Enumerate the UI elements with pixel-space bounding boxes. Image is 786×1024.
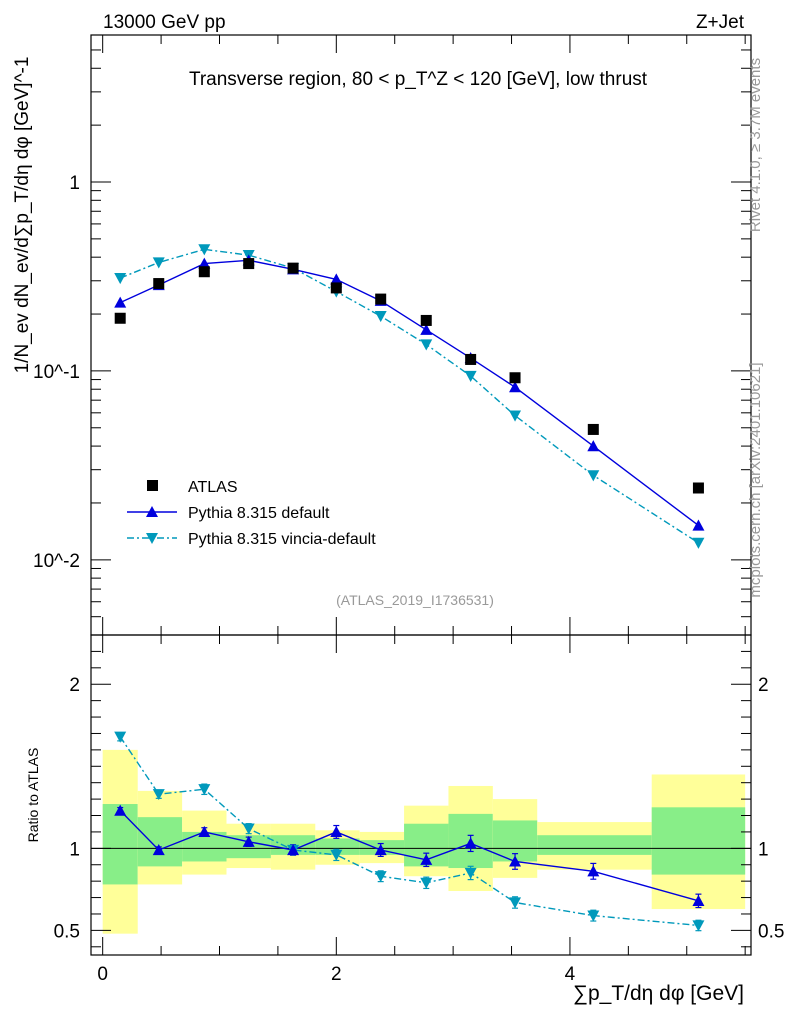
energy-label: 13000 GeV pp (103, 12, 226, 33)
main-y-tick-label: 1 (69, 173, 80, 194)
main-y-axis-label: 1/N_ev dN_ev/d∑p_T/dη dφ [GeV]^-1 (12, 57, 33, 374)
x-tick-label: 4 (565, 964, 576, 985)
default-ratio-point (692, 894, 705, 906)
axis-ticks (91, 34, 751, 955)
vincia-series-line (119, 248, 699, 544)
atlas-point (287, 262, 299, 274)
ratio-series (114, 731, 705, 932)
vincia-ratio-point (114, 731, 127, 743)
vincia-point (587, 470, 600, 482)
plot-title: Transverse region, 80 < p_T^Z < 120 [GeV… (189, 69, 648, 90)
vincia-ratio-point (420, 877, 433, 889)
main-y-tick-label: 10^-1 (33, 362, 80, 383)
atlas-point (198, 266, 210, 278)
vincia-point (198, 244, 211, 256)
vincia-ratio-point (152, 789, 165, 801)
vincia-ratio-point (198, 784, 211, 796)
vincia-point (509, 410, 522, 422)
vincia-ratio-point (242, 823, 255, 835)
default-point (114, 296, 127, 308)
atlas-point (509, 372, 521, 384)
default-point (330, 273, 343, 285)
vincia-ratio-point (330, 849, 343, 861)
vincia-ratio-point (464, 867, 477, 879)
default-ratio-point (198, 825, 211, 838)
ratio-y-tick-label: 2 (69, 675, 80, 696)
atlas-point (330, 282, 342, 294)
x-tick-label: 0 (97, 964, 108, 985)
process-label: Z+Jet (696, 12, 745, 33)
default-ratio-point (509, 855, 522, 867)
atlas-point (587, 423, 599, 435)
ratio-y-tick-label-right: 1 (758, 839, 769, 860)
legend: ATLAS Pythia 8.315 default Pythia 8.315 … (127, 479, 376, 548)
atlas-point (114, 312, 126, 324)
vincia-point (464, 370, 477, 382)
legend-marker-vincia (146, 533, 158, 544)
atlas-point (243, 258, 255, 270)
default-ratio-line (119, 810, 699, 902)
x-axis-label: ∑p_T/dη dφ [GeV] (573, 982, 744, 1005)
vincia-ratio-point (692, 920, 705, 932)
atlas-point (153, 278, 165, 290)
vincia-ratio-line (119, 736, 699, 927)
main-y-tick-label: 10^-2 (33, 551, 80, 572)
default-point (420, 323, 433, 335)
ratio-y-tick-label: 0.5 (54, 921, 80, 942)
ratio-band-inner (537, 835, 652, 855)
default-ratio-point (374, 843, 387, 856)
ratio-y-tick-label-right: 0.5 (758, 921, 784, 942)
ratio-band-inner (315, 838, 360, 855)
vincia-point (374, 311, 387, 323)
ratio-band-inner (102, 804, 138, 885)
analysis-watermark: (ATLAS_2019_I1736531) (336, 592, 494, 608)
vincia-ratio-point (587, 910, 600, 922)
vincia-ratio-point (374, 871, 387, 883)
rivet-version-label: Rivet 4.1.0, ≥ 3.7M events (747, 58, 764, 232)
legend-label-default: Pythia 8.315 default (188, 505, 330, 522)
default-point (198, 257, 211, 269)
ratio-band-inner (137, 817, 183, 867)
atlas-point (375, 293, 387, 305)
default-point (587, 440, 600, 452)
vincia-point (114, 272, 127, 285)
vincia-point (152, 257, 165, 269)
ratio-panel (90, 634, 752, 956)
main-series (114, 244, 705, 549)
ratio-y-tick-label: 1 (69, 839, 80, 860)
atlas-point (465, 353, 477, 365)
vincia-point (420, 339, 433, 351)
default-ratio-point (330, 825, 343, 838)
default-point (692, 519, 705, 531)
vincia-ratio-point (509, 897, 522, 909)
default-point (509, 381, 522, 393)
default-ratio-point (464, 837, 477, 849)
legend-marker-default (146, 506, 158, 517)
default-ratio-point (242, 835, 255, 847)
atlas-point (692, 482, 704, 494)
vincia-point (692, 537, 705, 549)
ratio-band-inner (651, 807, 746, 875)
default-ratio-point (114, 804, 127, 816)
default-ratio-point (420, 853, 433, 865)
mcplots-label: mcplots.cern.ch [arXiv:2401.10621] (747, 362, 764, 597)
ratio-uncertainty-bands (102, 749, 746, 934)
legend-label-vincia: Pythia 8.315 vincia-default (188, 531, 376, 548)
default-ratio-point (287, 843, 300, 856)
ratio-y-axis-label: Ratio to ATLAS (25, 748, 41, 843)
ratio-y-tick-label-right: 2 (758, 675, 769, 696)
default-ratio-point (152, 843, 165, 856)
legend-marker-atlas (147, 480, 158, 491)
ratio-panel-frame (90, 634, 752, 956)
default-ratio-point (587, 865, 600, 877)
default-series-line (119, 259, 699, 527)
legend-label-atlas: ATLAS (188, 479, 238, 496)
atlas-point (420, 314, 432, 326)
x-tick-label: 2 (331, 964, 342, 985)
